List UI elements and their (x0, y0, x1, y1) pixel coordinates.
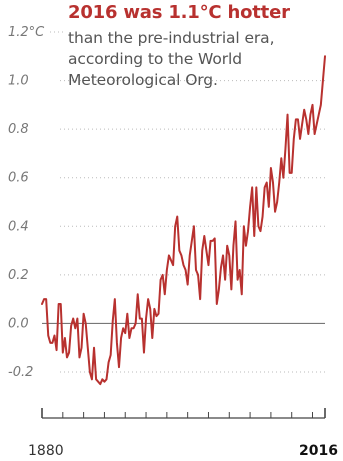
y-tick-label: 0.2 (8, 268, 29, 283)
x-tick-label: 2016 (299, 443, 338, 459)
gridlines (42, 31, 325, 373)
y-axis-tick-labels: 1.2°C 1.0 0.8 0.6 0.4 0.2 0.0 -0.2 (8, 25, 45, 380)
x-axis: 1880 2016 (28, 408, 338, 459)
chart-title: 2016 was 1.1°C hotter (68, 2, 290, 23)
chart-subtitle: than the pre-industrial era, according t… (68, 29, 275, 89)
y-tick-label: 1.2°C (8, 25, 45, 40)
y-tick-label: 0.6 (8, 171, 29, 186)
y-tick-label: 0.8 (8, 122, 29, 137)
y-tick-label: 1.0 (8, 74, 29, 89)
temperature-anomaly-line (41, 55, 326, 386)
data-series (41, 55, 326, 386)
y-tick-label: -0.2 (8, 365, 33, 380)
x-tick-label: 1880 (28, 443, 64, 459)
y-tick-label: 0.0 (8, 316, 29, 331)
y-tick-label: 0.4 (8, 219, 29, 234)
